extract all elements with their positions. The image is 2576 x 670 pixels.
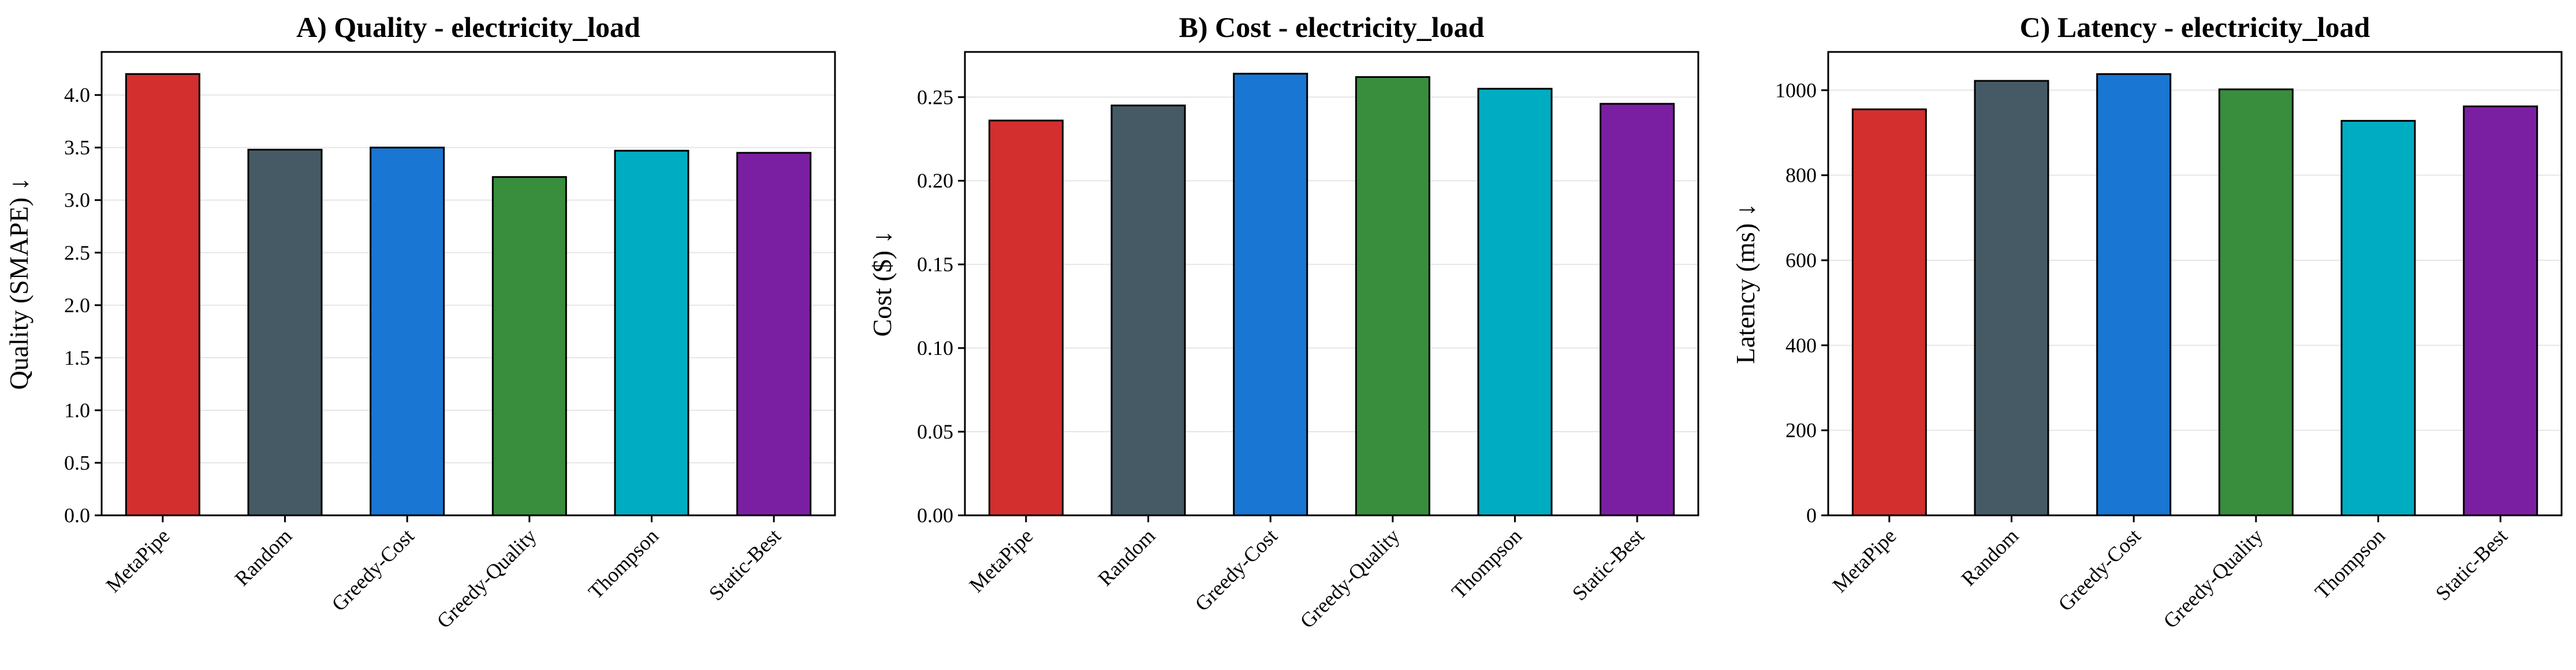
x-tick-label-greedy-quality: Greedy-Quality <box>432 524 540 632</box>
bar-greedy-cost <box>1233 73 1308 516</box>
x-tick-label-greedy-cost: Greedy-Cost <box>1190 524 1281 615</box>
y-tick-label: 3.0 <box>64 189 90 212</box>
y-tick-label: 0.05 <box>917 420 953 443</box>
bar-greedy-cost <box>370 147 445 516</box>
chart-title: A) Quality - electricity_load <box>296 11 640 43</box>
bar-random <box>247 148 323 516</box>
x-tick-label-greedy-quality: Greedy-Quality <box>2159 524 2267 632</box>
x-tick-label-metapipe: MetaPipe <box>102 524 174 597</box>
x-tick-label-thompson: Thompson <box>1447 524 1526 603</box>
y-tick-label: 0 <box>1806 504 1817 527</box>
x-tick-label-thompson: Thompson <box>2310 524 2389 603</box>
y-tick-label: 200 <box>1785 419 1817 442</box>
bar-static-best <box>736 152 812 516</box>
bar-metapipe <box>1851 108 1927 516</box>
chart-title: C) Latency - electricity_load <box>2020 11 2370 43</box>
x-tick-label-static-best: Static-Best <box>2431 524 2512 605</box>
plot-frame <box>100 51 836 516</box>
chart-panel-c: 0 200 400 600 800 1000 MetaPipe Random Greedy-Co… <box>1731 11 2563 632</box>
x-tick-label-greedy-cost: Greedy-Cost <box>2053 524 2145 615</box>
bar-greedy-quality <box>2218 88 2294 516</box>
x-tick-label-metapipe: MetaPipe <box>965 524 1038 597</box>
bar-thompson <box>1477 88 1553 516</box>
y-tick-label: 1.5 <box>64 346 90 369</box>
y-tick-label: 800 <box>1785 164 1817 187</box>
y-tick-label: 1.0 <box>64 399 90 422</box>
y-tick-label: 2.0 <box>64 294 90 317</box>
y-tick-label: 1000 <box>1775 78 1817 102</box>
bar-random <box>1974 80 2049 516</box>
y-tick-label: 0.20 <box>917 169 953 192</box>
y-tick-label: 400 <box>1785 334 1817 357</box>
chart-panel-b: 0.00 0.05 0.10 0.15 0.20 0.25 MetaPipe Random Gr… <box>867 11 1699 632</box>
bar-static-best <box>1600 103 1675 516</box>
x-tick-label-greedy-quality: Greedy-Quality <box>1295 524 1404 632</box>
bar-random <box>1110 104 1186 516</box>
y-axis-label: Cost ($) ↓ <box>867 231 897 337</box>
y-axis-label: Quality (SMAPE) ↓ <box>4 178 33 390</box>
y-axis-label: Latency (ms) ↓ <box>1731 203 1760 364</box>
bar-greedy-cost <box>2096 73 2172 516</box>
x-tick-label-static-best: Static-Best <box>704 524 785 605</box>
bar-metapipe <box>988 119 1064 516</box>
y-tick-label: 3.5 <box>64 136 90 159</box>
y-tick-label: 0.15 <box>917 253 953 276</box>
plot-frame <box>1827 51 2563 516</box>
y-tick-label: 600 <box>1785 249 1817 272</box>
y-tick-label: 0.0 <box>64 504 90 527</box>
x-tick-label-static-best: Static-Best <box>1568 524 1649 605</box>
chart-panel-a: 0.0 0.5 1.0 1.5 2.0 2.5 3.0 3.5 4.0 MetaPipe Rando… <box>4 11 836 632</box>
y-tick-label: 0.10 <box>917 336 953 360</box>
x-tick-label-thompson: Thompson <box>584 524 663 603</box>
y-tick-label: 0.25 <box>917 85 953 108</box>
x-tick-label-random: Random <box>1094 524 1160 590</box>
bar-greedy-quality <box>491 176 567 516</box>
x-tick-label-greedy-cost: Greedy-Cost <box>327 524 418 615</box>
y-tick-label: 0.00 <box>917 504 953 527</box>
bar-metapipe <box>125 73 200 516</box>
bar-static-best <box>2463 105 2538 516</box>
bar-greedy-quality <box>1355 76 1430 516</box>
chart-title: B) Cost - electricity_load <box>1179 11 1484 43</box>
y-tick-label: 4.0 <box>64 84 90 107</box>
x-tick-label-random: Random <box>1957 524 2023 590</box>
y-tick-label: 0.5 <box>64 451 90 474</box>
x-tick-label-metapipe: MetaPipe <box>1828 524 1901 597</box>
bar-thompson <box>2340 119 2416 516</box>
plot-frame <box>964 51 1699 516</box>
x-tick-label-random: Random <box>230 524 297 590</box>
y-tick-label: 2.5 <box>64 241 90 264</box>
bar-thompson <box>614 149 689 516</box>
